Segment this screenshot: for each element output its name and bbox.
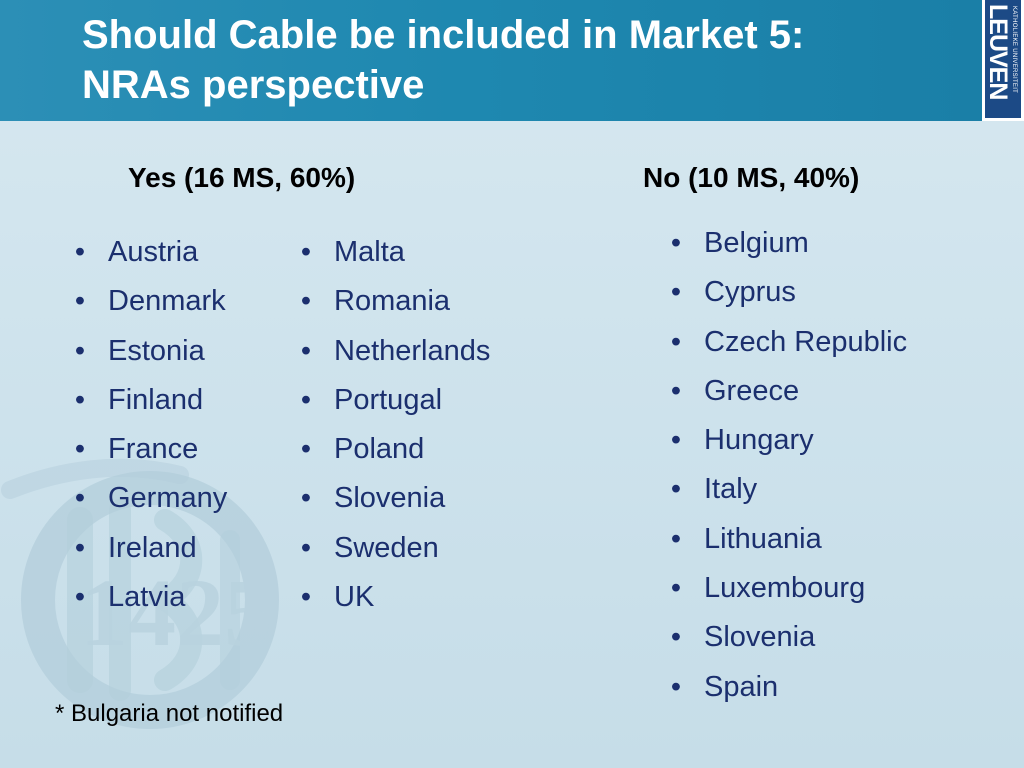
logo-panel: LEUVEN KATHOLIEKE UNIVERSITEIT (984, 0, 1021, 118)
bullet-icon: • (300, 531, 312, 564)
bullet-icon: • (670, 522, 682, 555)
list-item: • Netherlands (296, 327, 490, 376)
list-item: • Malta (296, 228, 490, 277)
no-list: • Belgium • Cyprus • Czech Republic • Greece… (666, 219, 907, 712)
slide-title: Should Cable be included in Market 5: NR… (82, 10, 962, 110)
bullet-icon: • (74, 482, 86, 515)
yes-heading: Yes (16 MS, 60%) (128, 162, 356, 193)
country-name: Czech Republic (704, 325, 908, 358)
country-name: Spain (704, 670, 779, 703)
watermark-seal: 1425 (1, 458, 279, 729)
bullet-icon: • (300, 433, 312, 466)
list-item: • Slovenia (666, 613, 907, 662)
country-name: Finland (108, 383, 204, 416)
bullet-icon: • (300, 236, 312, 268)
footnote: * Bulgaria not notified (55, 700, 284, 727)
country-name: Austria (108, 236, 199, 268)
list-item: • Spain (666, 663, 907, 712)
country-name: Ireland (108, 531, 197, 564)
list-item: • Italy (666, 465, 907, 514)
list-item: • Czech Republic (666, 318, 907, 367)
country-name: Poland (334, 433, 425, 466)
country-name: Greece (704, 374, 800, 407)
country-name: Slovenia (334, 482, 446, 515)
bullet-icon: • (670, 424, 682, 457)
list-item: • Sweden (296, 524, 490, 573)
country-name: UK (334, 581, 375, 614)
list-item: • Denmark (70, 277, 227, 326)
bullet-icon: • (670, 621, 682, 654)
bullet-icon: • (670, 670, 682, 703)
list-item: • Austria (70, 228, 227, 277)
country-name: Estonia (108, 334, 205, 367)
list-item: • Cyprus (666, 268, 907, 317)
list-item: • Estonia (70, 327, 227, 376)
bullet-icon: • (74, 531, 86, 564)
list-item: • Finland (70, 376, 227, 425)
university-logo: LEUVEN KATHOLIEKE UNIVERSITEIT (982, 0, 1024, 121)
bullet-icon: • (74, 581, 86, 614)
bullet-icon: • (300, 285, 312, 318)
country-name: Romania (334, 285, 451, 318)
country-name: Latvia (108, 581, 186, 614)
list-item: • Slovenia (296, 474, 490, 523)
title-bar: Should Cable be included in Market 5: NR… (0, 0, 1024, 121)
watermark-number: 1425 (80, 559, 272, 666)
list-item: • Lithuania (666, 515, 907, 564)
bullet-icon: • (670, 374, 682, 407)
country-name: Malta (334, 236, 405, 268)
bullet-icon: • (300, 482, 312, 515)
bullet-icon: • (670, 473, 682, 506)
country-name: Cyprus (704, 276, 796, 309)
bullet-icon: • (670, 276, 682, 309)
country-name: Germany (108, 482, 228, 515)
bullet-icon: • (670, 227, 682, 259)
slide-title-line1: Should Cable be included in Market 5: (82, 13, 805, 57)
list-item: • Portugal (296, 376, 490, 425)
country-name: France (108, 433, 199, 466)
bullet-icon: • (74, 236, 86, 268)
list-item: • Luxembourg (666, 564, 907, 613)
list-item: • UK (296, 573, 490, 622)
bullet-icon: • (300, 581, 312, 614)
country-name: Hungary (704, 424, 814, 457)
country-name: Slovenia (704, 621, 816, 654)
bullet-icon: • (670, 325, 682, 358)
no-heading: No (10 MS, 40%) (643, 162, 860, 193)
country-name: Luxembourg (704, 572, 866, 605)
country-name: Lithuania (704, 522, 822, 555)
list-item: • Germany (70, 474, 227, 523)
yes-list-column-2: • Malta • Romania • Netherlands • Portugal •… (296, 228, 490, 622)
bullet-icon: • (74, 433, 86, 466)
bullet-icon: • (300, 383, 312, 416)
country-name: Sweden (334, 531, 439, 564)
country-name: Denmark (108, 285, 226, 318)
bullet-icon: • (74, 383, 86, 416)
list-item: • Romania (296, 277, 490, 326)
slide-title-line2: NRAs perspective (82, 63, 425, 107)
country-name: Belgium (704, 227, 809, 259)
logo-sub-text: KATHOLIEKE UNIVERSITEIT (1011, 6, 1017, 94)
country-name: Portugal (334, 383, 443, 416)
bullet-icon: • (74, 285, 86, 318)
country-name: Netherlands (334, 334, 491, 367)
bullet-icon: • (670, 572, 682, 605)
country-name: Italy (704, 473, 758, 506)
bullet-icon: • (74, 334, 86, 367)
list-item: • France (70, 425, 227, 474)
list-item: • Hungary (666, 416, 907, 465)
logo-main-text: LEUVEN (984, 4, 1012, 100)
list-item: • Poland (296, 425, 490, 474)
bullet-icon: • (300, 334, 312, 367)
list-item: • Latvia (70, 573, 227, 622)
list-item: • Greece (666, 367, 907, 416)
yes-list-column-1: • Austria • Denmark • Estonia • Finland • Fra… (70, 228, 227, 622)
list-item: • Belgium (666, 219, 907, 268)
list-item: • Ireland (70, 524, 227, 573)
